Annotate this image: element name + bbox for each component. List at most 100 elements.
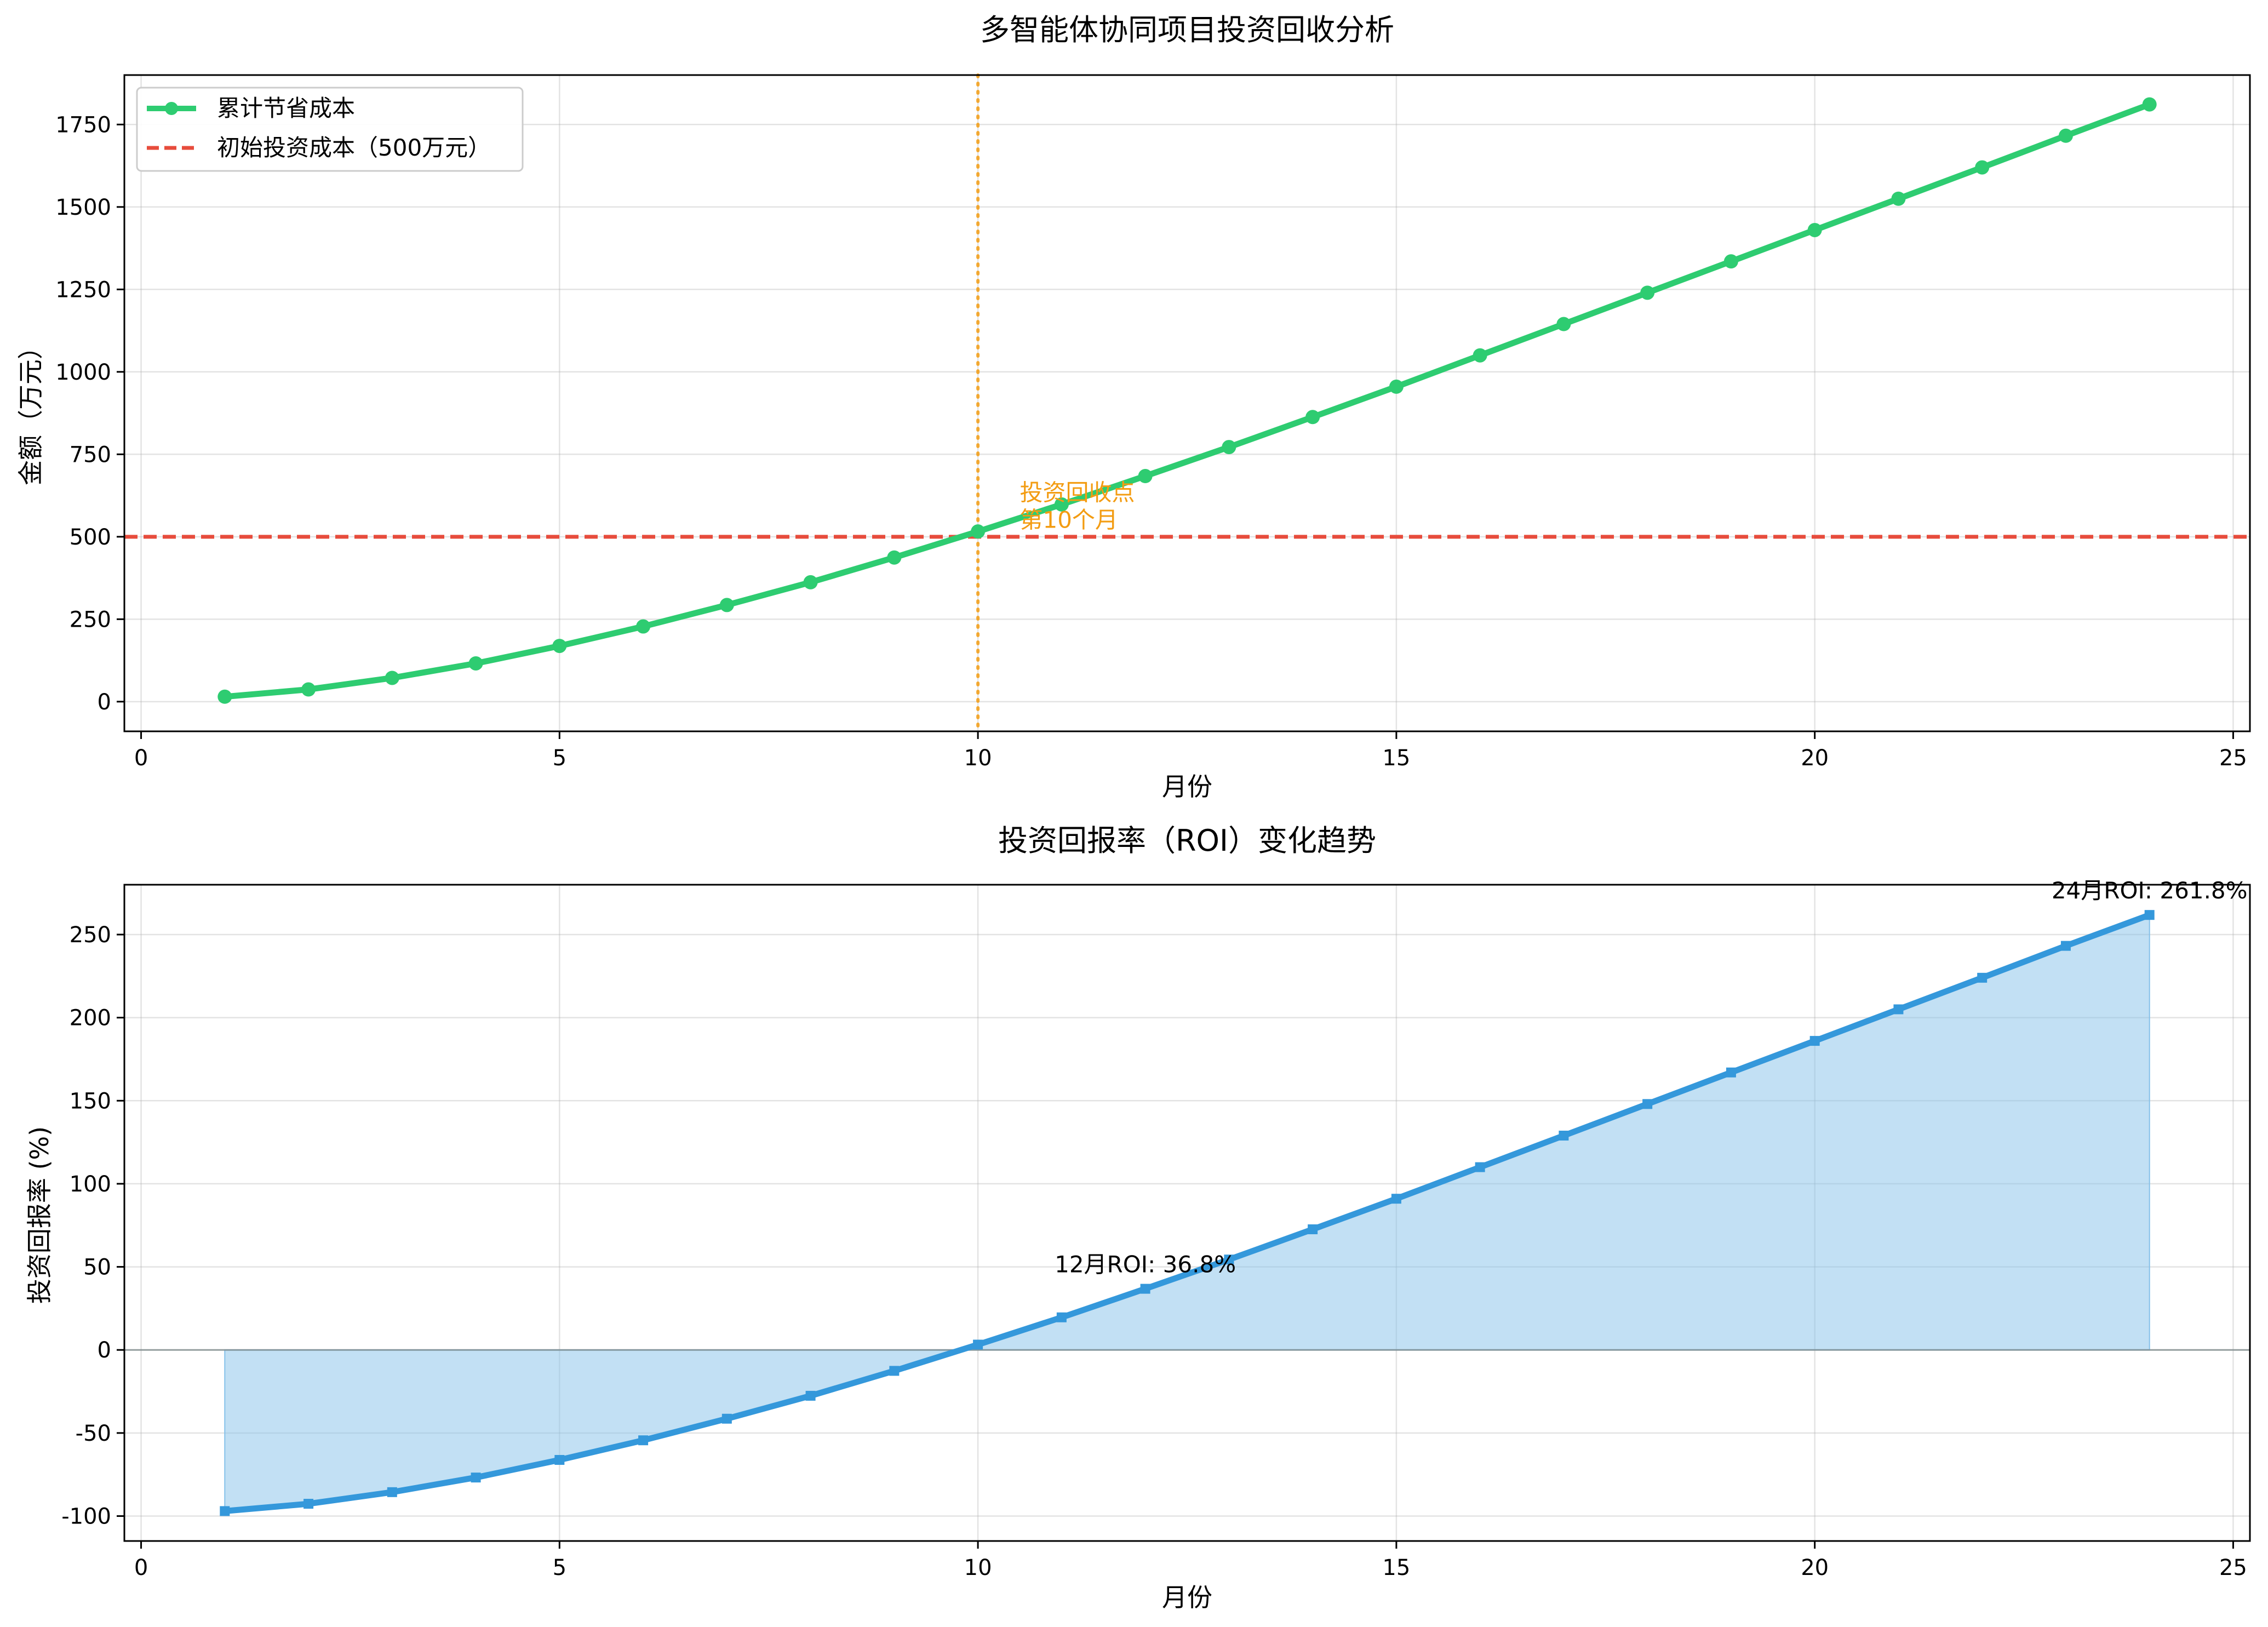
reference-lines [124, 73, 2250, 733]
roi-data-point [1642, 1099, 1653, 1109]
roi-data-point [1977, 972, 1988, 983]
y-tick-label: 500 [70, 525, 111, 550]
savings-data-point [2058, 128, 2073, 143]
y-tick-label: -50 [76, 1421, 111, 1446]
roi-data-point [554, 1454, 565, 1465]
y-tick-label: 1750 [55, 112, 111, 138]
savings-data-point [1975, 160, 1990, 175]
savings-data-point [1891, 191, 1906, 206]
legend-marker-savings [165, 102, 178, 115]
x-axis-ticks: 0 5 10 15 20 25 [134, 1541, 2247, 1580]
payback-annotation-line: 投资回收点 [1020, 479, 1135, 506]
roi-data-point [1056, 1312, 1067, 1322]
savings-data-point [385, 671, 399, 685]
y-tick-label: 50 [83, 1255, 111, 1280]
chart-title: 投资回报率（ROI）变化趋势 [998, 823, 1376, 858]
x-tick-label: 15 [1382, 1555, 1410, 1580]
roi-data-point [973, 1339, 983, 1350]
savings-series-line [221, 101, 2153, 700]
roi-annotation: 24月ROI: 261.8% [2052, 877, 2248, 904]
y-tick-label: 0 [98, 690, 111, 715]
x-tick-label: 10 [964, 746, 992, 771]
roi-data-point [1224, 1254, 1234, 1265]
roi-data-point [1726, 1067, 1736, 1078]
savings-data-point [719, 598, 734, 612]
x-axis-label: 月份 [1162, 1583, 1212, 1612]
savings-data-point [468, 656, 483, 671]
savings-data-point [803, 575, 818, 589]
savings-data-point [1473, 348, 1487, 363]
x-tick-label: 25 [2219, 746, 2247, 771]
roi-data-point [1475, 1162, 1485, 1172]
x-axis-label: 月份 [1162, 772, 1212, 801]
x-axis-ticks: 0 5 10 15 20 25 [134, 731, 2247, 771]
y-axis-ticks: -100 -50 0 50 100 150 200 250 [61, 923, 124, 1529]
roi-data-point [1391, 1194, 1401, 1204]
savings-data-point [1138, 469, 1153, 484]
roi-data-point [2144, 910, 2155, 920]
grid-lines [124, 75, 2250, 731]
y-tick-label: -100 [61, 1504, 111, 1529]
roi-data-point [1559, 1130, 1569, 1141]
legend-label-investment: 初始投资成本（500万元） [217, 134, 491, 161]
roi-data-point [1893, 1004, 1904, 1015]
x-tick-label: 25 [2219, 1555, 2247, 1580]
y-axis-ticks: 0 250 500 750 1000 1250 1500 1750 [55, 112, 124, 715]
roi-data-point [471, 1473, 481, 1483]
y-tick-label: 250 [70, 923, 111, 948]
roi-data-point [387, 1487, 397, 1497]
roi-data-point [889, 1366, 900, 1376]
plot-frame [123, 884, 2251, 1542]
roi-data-point [1809, 1036, 1820, 1046]
roi-data-point [721, 1413, 732, 1424]
roi-data-point [303, 1499, 314, 1509]
y-tick-label: 150 [70, 1089, 111, 1114]
y-tick-label: 1500 [55, 195, 111, 220]
savings-data-point [971, 524, 986, 539]
series-layer [217, 97, 2157, 704]
savings-data-point [1556, 317, 1571, 331]
legend: 累计节省成本 初始投资成本（500万元） [136, 87, 524, 172]
y-tick-label: 1000 [55, 360, 111, 385]
savings-data-point [1807, 222, 1822, 237]
roi-panel: 投资回报率（ROI）变化趋势 12月ROI: 36.8% 24月ROI: 261.… [25, 823, 2251, 1612]
x-tick-label: 10 [964, 1555, 992, 1580]
x-tick-label: 15 [1382, 746, 1410, 771]
x-tick-label: 5 [553, 1555, 566, 1580]
roi-area [224, 914, 2150, 1512]
chart-title: 多智能体协同项目投资回收分析 [980, 13, 1394, 47]
y-tick-label: 200 [70, 1006, 111, 1031]
x-tick-label: 0 [134, 1555, 148, 1580]
x-tick-label: 0 [134, 746, 148, 771]
savings-data-point [887, 550, 902, 565]
savings-data-point [636, 619, 651, 634]
y-axis-label: 金额（万元） [16, 334, 45, 485]
savings-data-point [1389, 379, 1404, 394]
annotation-layer: 12月ROI: 36.8% 24月ROI: 261.8% [1055, 877, 2247, 1277]
y-tick-label: 100 [70, 1172, 111, 1197]
payback-annotation-line: 第10个月 [1020, 507, 1118, 534]
x-tick-label: 20 [1801, 1555, 1829, 1580]
roi-data-point [1308, 1224, 1318, 1235]
roi-series-line [221, 912, 2153, 1514]
plot-frame [123, 74, 2251, 732]
savings-data-point [301, 682, 316, 697]
y-tick-label: 0 [98, 1338, 111, 1363]
roi-data-point [220, 1506, 230, 1516]
legend-box [136, 87, 524, 172]
savings-data-point [1640, 285, 1655, 300]
roi-area-fill [224, 914, 2150, 1512]
x-tick-label: 20 [1801, 746, 1829, 771]
savings-data-point [2142, 97, 2157, 112]
series-layer [220, 910, 2155, 1516]
roi-annotation: 12月ROI: 36.8% [1055, 1251, 1236, 1278]
y-tick-label: 750 [70, 442, 111, 467]
savings-data-point [217, 689, 232, 704]
savings-data-point [1054, 497, 1069, 512]
roi-data-point [2060, 941, 2071, 951]
x-tick-label: 5 [553, 746, 566, 771]
savings-data-point [1305, 410, 1320, 425]
